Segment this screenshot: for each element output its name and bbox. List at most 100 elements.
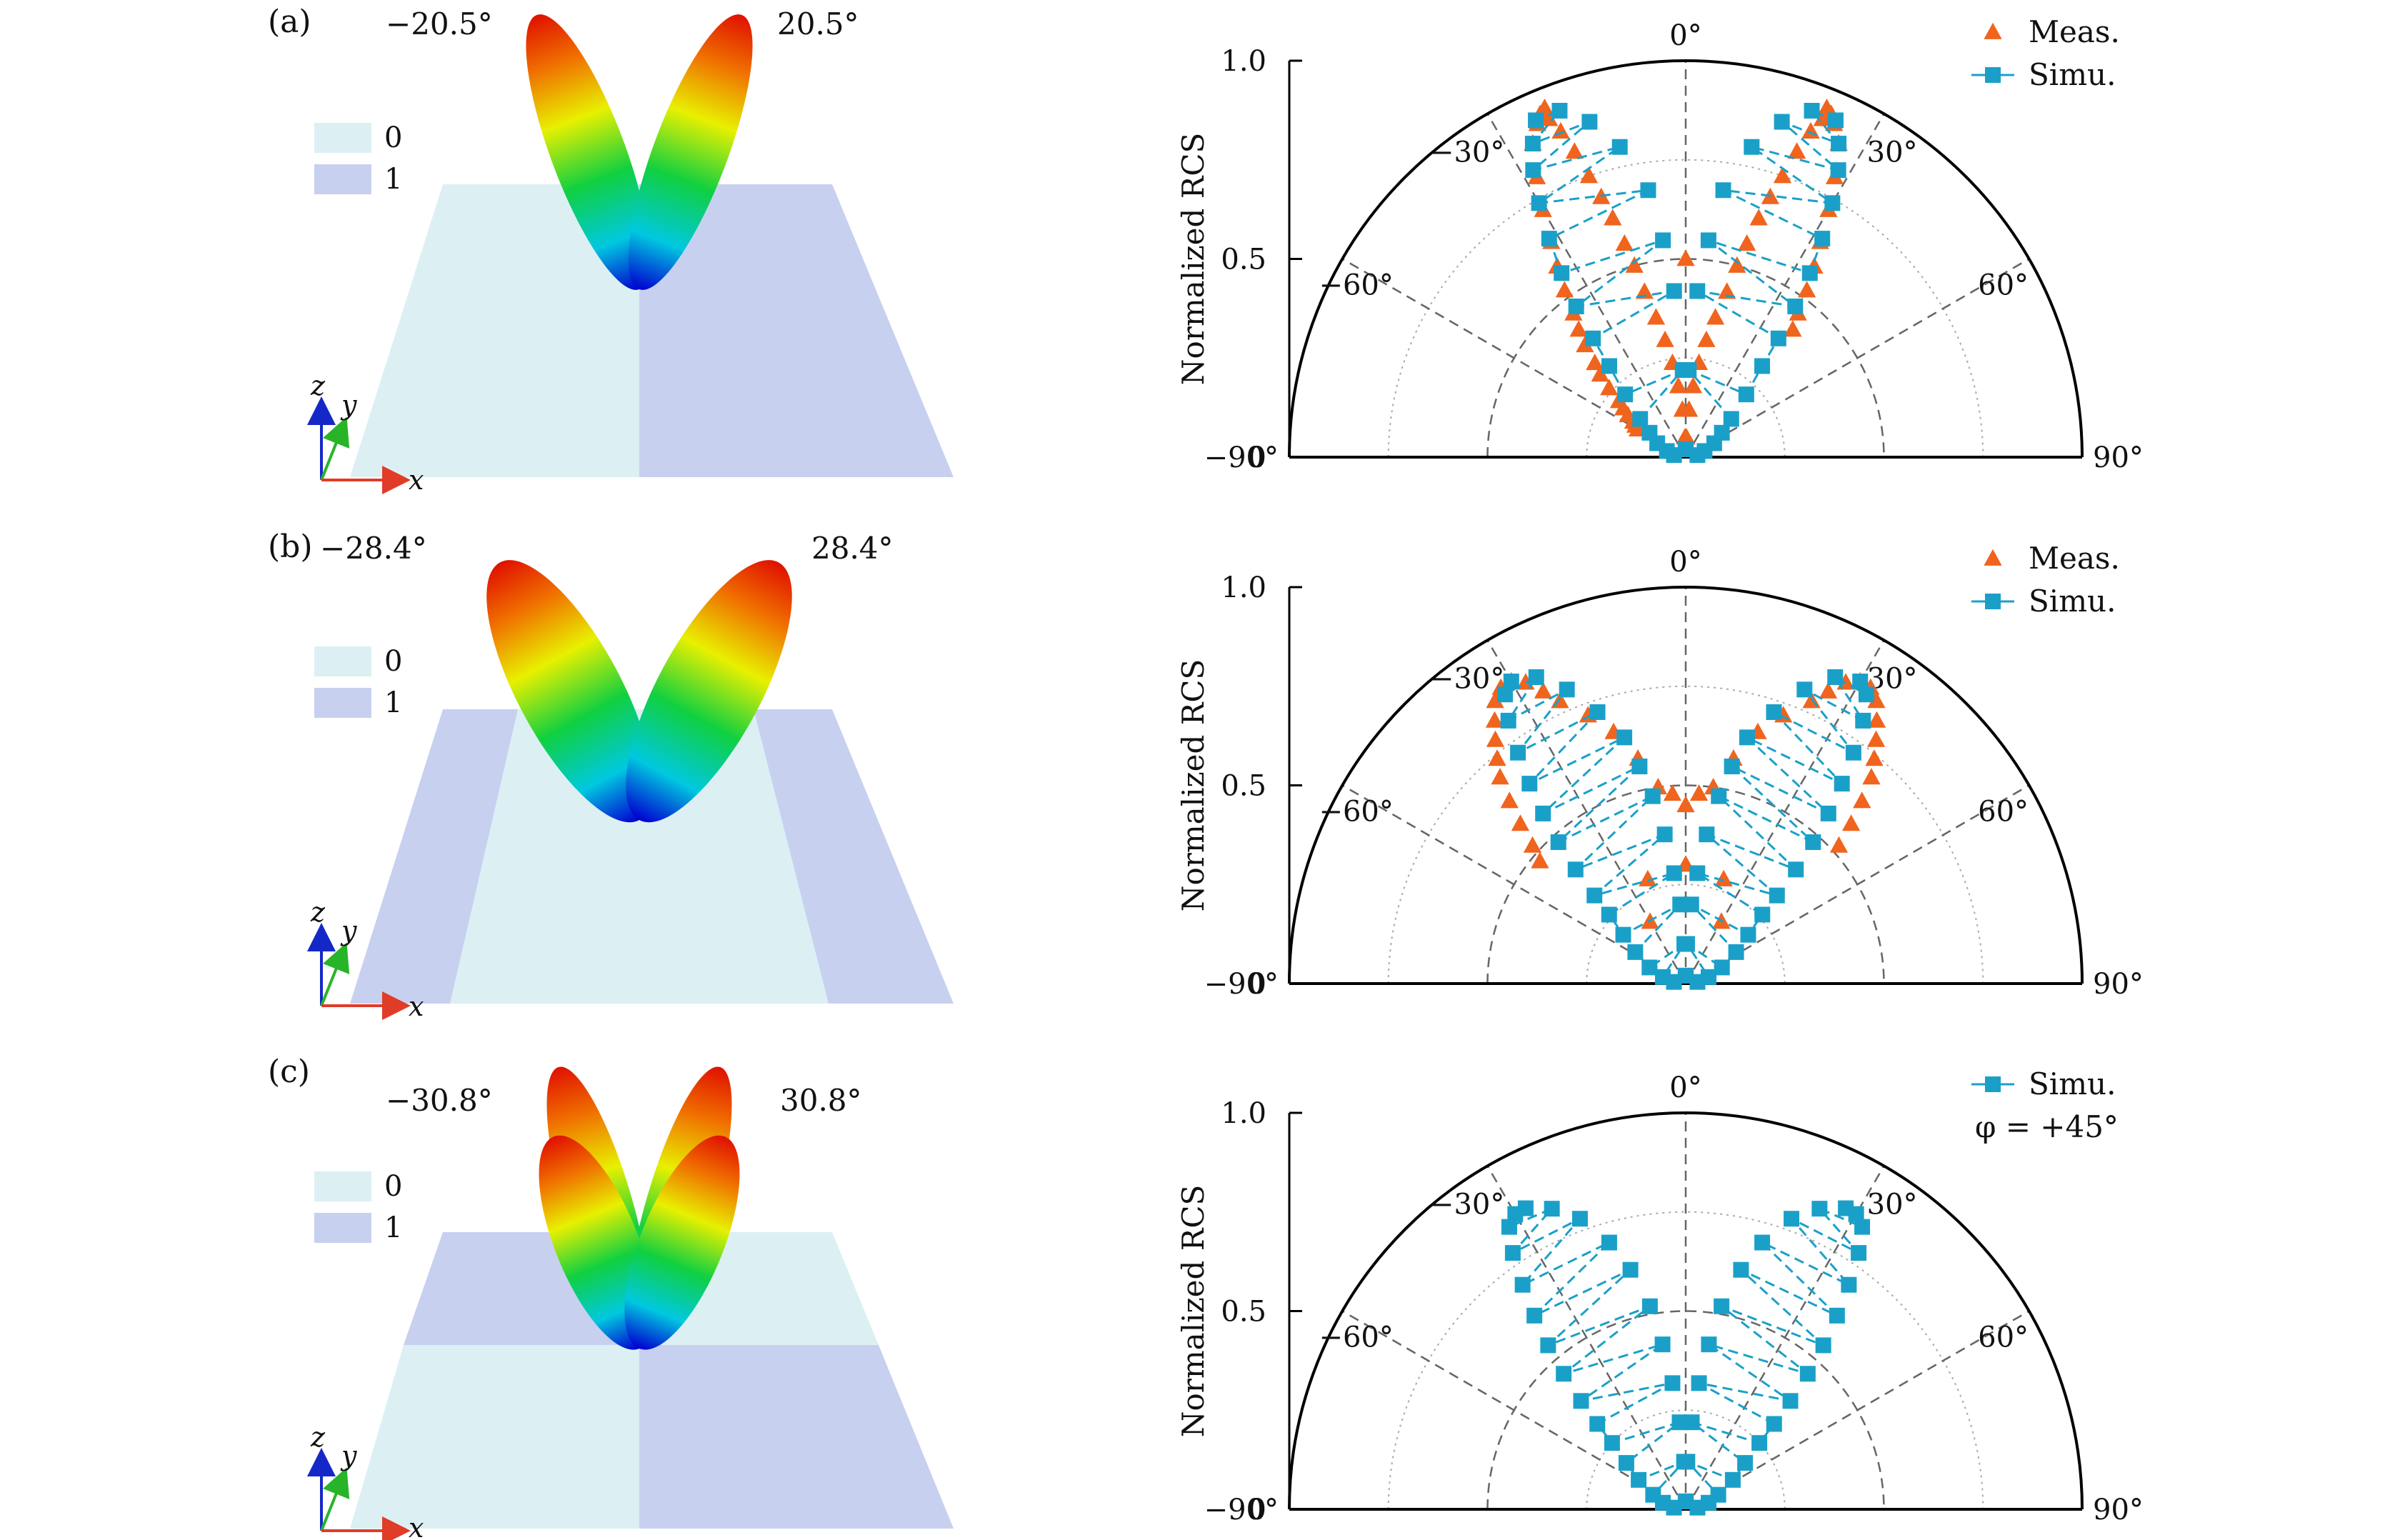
panel-c-schematic: (c) 0 1 −30.8° 30.8° z y x bbox=[268, 1054, 954, 1540]
simu-data-point bbox=[1641, 1298, 1658, 1314]
meas-data-point bbox=[1531, 851, 1549, 869]
theta-tick-label: −30° bbox=[1430, 663, 1504, 696]
r-tick-label: 0 bbox=[1249, 968, 1266, 1001]
meas-data-point bbox=[1797, 281, 1816, 298]
simu-data-point bbox=[1815, 1337, 1831, 1354]
axis-label-z: z bbox=[310, 896, 326, 928]
simu-data-point bbox=[1804, 102, 1820, 119]
panel-a-schematic: (a) 0 1 −20.5° 20.5° z y x bbox=[268, 4, 954, 496]
r-tick-label: 0.5 bbox=[1221, 770, 1266, 803]
grid-circle-minor bbox=[1387, 159, 1984, 458]
simu-data-point bbox=[1830, 162, 1846, 179]
r-tick-label: 0 bbox=[1249, 441, 1266, 474]
legend-entry: Meas. bbox=[2029, 14, 2120, 49]
simu-data-point bbox=[1841, 1276, 1857, 1293]
meas-data-point bbox=[1718, 282, 1736, 299]
simu-data-point bbox=[1700, 232, 1716, 249]
simu-data-point bbox=[1714, 959, 1730, 976]
meas-data-point bbox=[1819, 681, 1838, 699]
legend-entry: Simu. bbox=[2029, 584, 2116, 619]
axis-label-x: x bbox=[409, 464, 424, 496]
simu-data-point bbox=[1774, 114, 1790, 130]
simu-data-point bbox=[1528, 112, 1544, 129]
simu-data-point bbox=[1855, 712, 1871, 729]
meas-data-point bbox=[1714, 869, 1733, 886]
grid-radial-line bbox=[1684, 113, 1885, 458]
meas-data-point bbox=[1600, 379, 1619, 396]
meas-data-point bbox=[1491, 768, 1509, 785]
square-marker-icon bbox=[1985, 1076, 2001, 1092]
simu-data-point bbox=[1510, 744, 1526, 761]
triangle-marker-icon bbox=[1984, 549, 2002, 566]
theta-tick-label: 60° bbox=[1978, 1321, 2029, 1354]
meas-data-point bbox=[1625, 256, 1644, 273]
radiation-pattern-lobe-icon bbox=[624, 1135, 740, 1350]
simu-data-point bbox=[1829, 1307, 1845, 1324]
legend-entry: Simu. bbox=[2029, 57, 2116, 92]
simu-data-point bbox=[1738, 386, 1754, 403]
meas-data-point bbox=[1684, 376, 1703, 394]
meas-data-point bbox=[1862, 768, 1881, 785]
meas-data-point bbox=[1586, 354, 1604, 371]
simu-data-point bbox=[1567, 861, 1584, 878]
simu-data-point bbox=[1581, 114, 1598, 130]
simu-data-point bbox=[1585, 330, 1601, 346]
simu-data-point bbox=[1699, 826, 1715, 843]
theta-tick-label: −30° bbox=[1430, 136, 1504, 169]
simu-data-point bbox=[1852, 674, 1869, 690]
grid-radial-line bbox=[1341, 1310, 1686, 1511]
radiation-pattern-lobe-icon bbox=[526, 14, 650, 290]
simu-data-point bbox=[1711, 788, 1727, 804]
simu-data-point bbox=[1691, 1375, 1707, 1391]
simu-data-point bbox=[1641, 959, 1658, 976]
simu-data-point bbox=[1796, 681, 1813, 698]
meas-data-point bbox=[1639, 869, 1657, 886]
simu-data-point bbox=[1631, 1471, 1647, 1488]
simu-data-point bbox=[1724, 1471, 1741, 1488]
simu-data-point bbox=[1782, 1393, 1799, 1409]
polarization-annotation: φ = +45° bbox=[1975, 1109, 2119, 1144]
beam-angle-label-right: 20.5° bbox=[777, 6, 859, 41]
meas-data-point bbox=[1656, 330, 1674, 347]
metasurface-state0-region bbox=[350, 184, 639, 477]
beam-angle-label-left: −28.4° bbox=[320, 531, 427, 566]
simu-data-point bbox=[1733, 1261, 1749, 1278]
grid-radial-line bbox=[1685, 258, 2030, 459]
simu-data-point bbox=[1586, 887, 1603, 904]
simu-data-point bbox=[1571, 1211, 1588, 1227]
meas-data-point bbox=[1511, 814, 1530, 831]
simu-data-point bbox=[1589, 704, 1606, 720]
simu-data-point bbox=[1568, 298, 1584, 314]
meas-data-point bbox=[1485, 711, 1504, 728]
meas-data-point bbox=[1615, 234, 1634, 251]
meas-data-point bbox=[1749, 209, 1768, 226]
axis-label-z: z bbox=[310, 1421, 326, 1453]
meas-data-point bbox=[1669, 376, 1688, 394]
axis-label-x: x bbox=[409, 991, 424, 1022]
simu-data-point bbox=[1535, 805, 1551, 821]
simu-data-point bbox=[1540, 1337, 1556, 1354]
meas-data-point bbox=[1867, 711, 1886, 728]
theta-tick-label: −60° bbox=[1319, 795, 1393, 828]
simu-data-point bbox=[1799, 1366, 1816, 1382]
simu-data-point bbox=[1831, 136, 1847, 152]
panel-label: (a) bbox=[268, 4, 311, 40]
y-axis-label: Normalized RCS bbox=[1176, 659, 1211, 912]
simu-data-point bbox=[1615, 926, 1631, 943]
meas-data-point bbox=[1534, 681, 1553, 699]
simu-data-point bbox=[1559, 681, 1575, 698]
legend-label-0: 0 bbox=[384, 645, 402, 678]
meas-data-point bbox=[1565, 142, 1584, 159]
r-tick-label: 1.0 bbox=[1221, 1097, 1266, 1130]
meas-data-point bbox=[1635, 282, 1654, 299]
outer-arc bbox=[1288, 1111, 2084, 1510]
meas-data-point bbox=[1867, 691, 1886, 709]
simu-data-point bbox=[1681, 361, 1697, 378]
simu-data-point bbox=[1664, 1375, 1681, 1391]
simu-data-point bbox=[1666, 1499, 1682, 1516]
simu-data-point bbox=[1500, 712, 1516, 729]
axis-label-y: y bbox=[340, 1440, 357, 1471]
theta-tick-label: 0° bbox=[1669, 546, 1701, 579]
y-axis-label: Normalized RCS bbox=[1176, 133, 1211, 386]
